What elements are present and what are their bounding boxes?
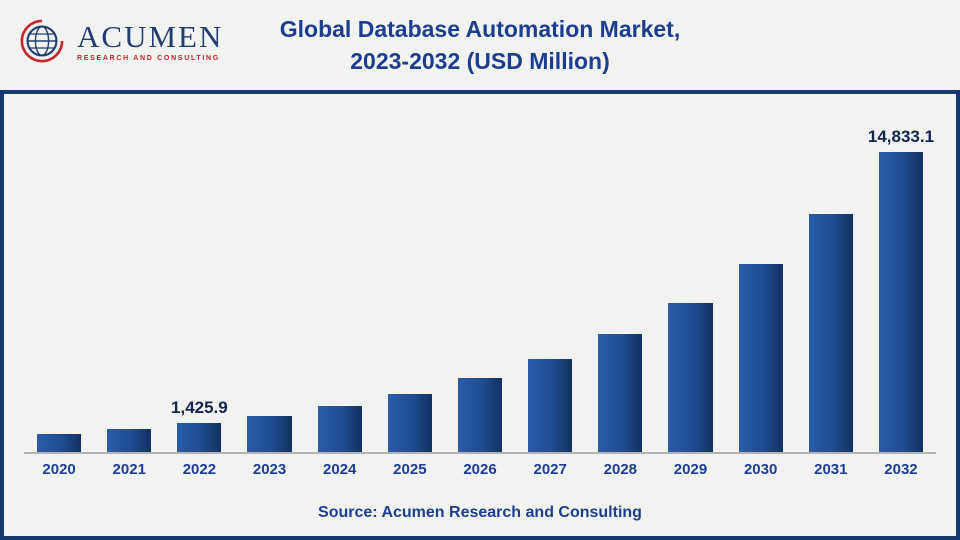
- bar-2023: [247, 416, 292, 452]
- bar-column-2025: [375, 394, 445, 452]
- bar-2025: [387, 394, 432, 452]
- bar-column-2028: [585, 334, 655, 452]
- acumen-globe-icon: [20, 19, 64, 63]
- bar-2028: [598, 334, 643, 452]
- bar-column-2030: [726, 264, 796, 452]
- bar-column-2027: [515, 359, 585, 452]
- logo-subtitle: RESEARCH AND CONSULTING: [77, 54, 220, 62]
- x-tick-2031: 2031: [814, 461, 848, 478]
- logo-text: ACUMEN RESEARCH AND CONSULTING: [77, 21, 223, 62]
- x-tick-2027: 2027: [533, 461, 567, 478]
- bar-column-2023: [234, 416, 304, 452]
- bar-column-2022: 1,425.9: [164, 398, 234, 452]
- bar-column-2032: 14,833.1: [866, 127, 936, 452]
- bar-2026: [457, 378, 503, 452]
- x-tick-2020: 2020: [42, 461, 76, 478]
- x-axis-line: [24, 452, 936, 454]
- chart-title-line1: Global Database Automation Market,: [279, 16, 681, 42]
- bar-column-2029: [655, 303, 725, 452]
- bar-2021: [107, 429, 152, 452]
- bar-2020: [36, 434, 82, 452]
- bar-2030: [738, 264, 783, 452]
- bar-value-label-2032: 14,833.1: [867, 127, 935, 146]
- chart-title-line2: 2023-2032 (USD Million): [350, 48, 610, 75]
- bar-2029: [668, 303, 713, 452]
- bar-column-2021: [94, 429, 164, 452]
- x-tick-2028: 2028: [603, 461, 638, 478]
- x-tick-2023: 2023: [252, 461, 287, 478]
- bar-2027: [528, 359, 573, 452]
- x-tick-2024: 2024: [323, 461, 357, 478]
- logo-name: ACUMEN: [77, 18, 224, 54]
- source-text: Source: Acumen Research and Consulting: [318, 504, 642, 521]
- acumen-logo: ACUMEN RESEARCH AND CONSULTING: [14, 13, 223, 69]
- x-tick-2022: 2022: [182, 461, 217, 478]
- bar-chart-plot: 1,425.9 14,833.1: [16, 114, 944, 452]
- bar-column-2026: [445, 378, 515, 452]
- chart-frame: 1,425.9 14,833.1 2020 2021 2022 2023 2024 2025…: [0, 90, 960, 540]
- x-tick-2025: 2025: [393, 461, 427, 478]
- bar-2022: [177, 423, 222, 452]
- bar-column-2024: [305, 406, 375, 452]
- chart-title: Global Database Automation Market, 2023-…: [0, 0, 960, 77]
- x-tick-2021: 2021: [112, 461, 146, 478]
- x-tick-2029: 2029: [673, 461, 708, 478]
- bar-2032: [878, 152, 924, 452]
- header: ACUMEN RESEARCH AND CONSULTING Global Da…: [0, 0, 960, 90]
- bar-2024: [317, 406, 362, 452]
- x-tick-2030: 2030: [743, 461, 778, 478]
- bar-value-label-2022: 1,425.9: [171, 398, 228, 417]
- x-tick-2026: 2026: [463, 461, 497, 478]
- x-axis-labels: 2020 2021 2022 2023 2024 2025 2026 2027 2028 2029…: [16, 454, 944, 478]
- x-tick-2032: 2032: [884, 461, 918, 478]
- bar-column-2031: [796, 214, 866, 452]
- bar-2031: [808, 214, 853, 452]
- bar-column-2020: [24, 434, 94, 452]
